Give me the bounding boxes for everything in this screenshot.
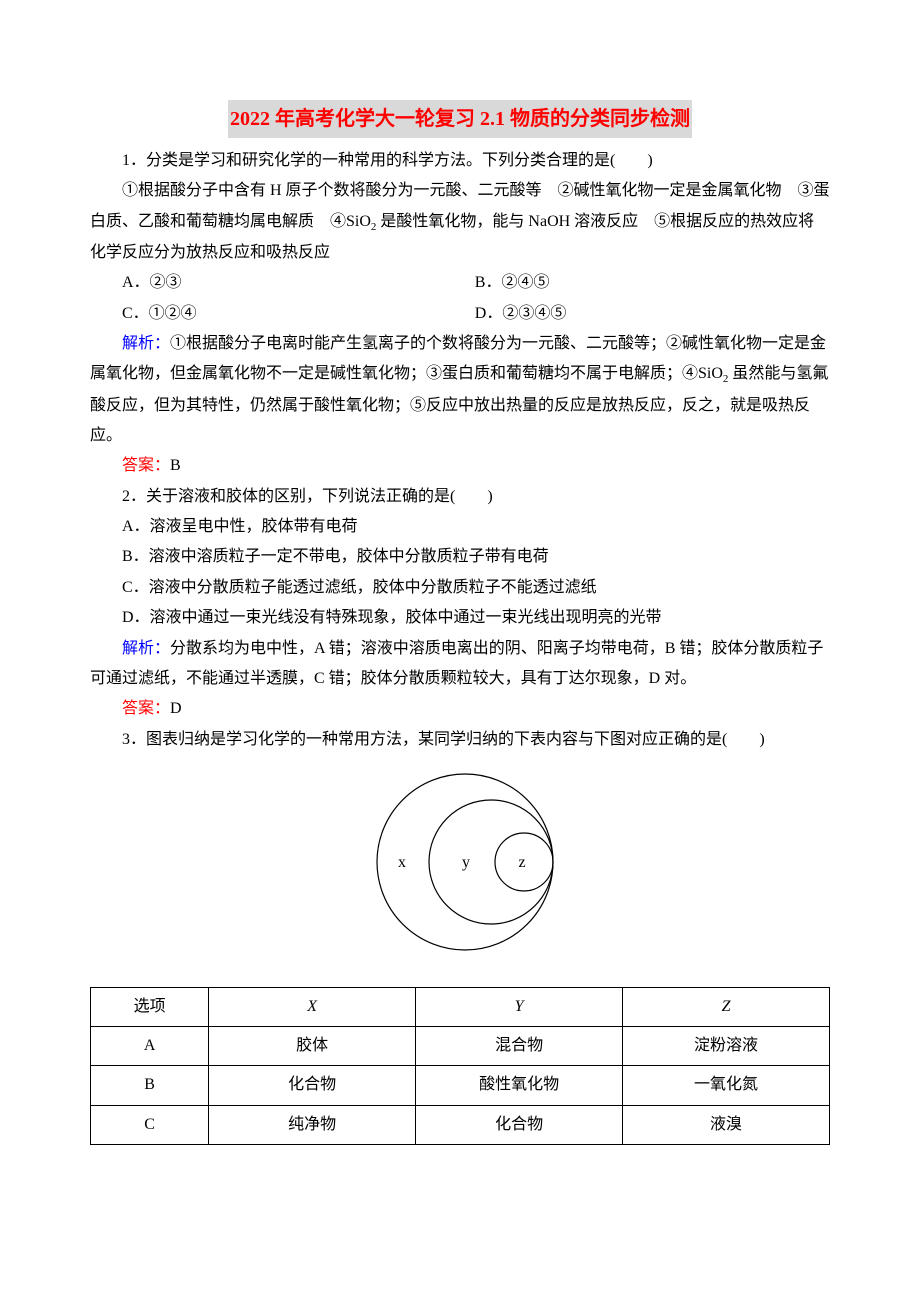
venn-diagram: x y z (90, 767, 830, 968)
q2-optA: A．溶液呈电中性，胶体带有电荷 (90, 512, 830, 542)
q2-analysis: 解析：分散系均为电中性，A 错；溶液中溶质电离出的阴、阳离子均带电荷，B 错；胶… (90, 634, 830, 695)
q2-optB: B．溶液中溶质粒子一定不带电，胶体中分散质粒子带有电荷 (90, 542, 830, 572)
q1-analysis: 解析：①根据酸分子电离时能产生氢离子的个数将酸分为一元酸、二元酸等；②碱性氧化物… (90, 329, 830, 451)
svg-text:x: x (398, 854, 406, 871)
table-row: B化合物酸性氧化物一氧化氮 (91, 1066, 830, 1105)
table-header-cell: Z (623, 987, 830, 1026)
q2-analysis-text: 分散系均为电中性，A 错；溶液中溶质电离出的阴、阳离子均带电荷，B 错；胶体分散… (90, 640, 823, 687)
table-cell: 纯净物 (209, 1105, 416, 1144)
table-cell: 液溴 (623, 1105, 830, 1144)
q1-stem: 1．分类是学习和研究化学的一种常用的科学方法。下列分类合理的是( ) (90, 146, 830, 176)
q1-opts-row1: A．②③ B．②④⑤ (90, 268, 830, 298)
table-cell: 混合物 (416, 1026, 623, 1065)
table-cell: 化合物 (209, 1066, 416, 1105)
analysis-label: 解析： (122, 335, 170, 352)
table-header-row: 选项XYZ (91, 987, 830, 1026)
q2-answer: 答案：D (90, 694, 830, 724)
table-cell: 一氧化氮 (623, 1066, 830, 1105)
q1-optC: C．①②④ (90, 299, 475, 329)
table-body: A胶体混合物淀粉溶液B化合物酸性氧化物一氧化氮C纯净物化合物液溴 (91, 1026, 830, 1144)
q2-answer-val: D (170, 700, 182, 717)
table-header-cell: Y (416, 987, 623, 1026)
q1-answer: 答案：B (90, 451, 830, 481)
q2-optD: D．溶液中通过一束光线没有特殊现象，胶体中通过一束光线出现明亮的光带 (90, 603, 830, 633)
q1-opts-row2: C．①②④ D．②③④⑤ (90, 299, 830, 329)
page-title: 2022 年高考化学大一轮复习 2.1 物质的分类同步检测 (228, 100, 692, 138)
table-cell: 酸性氧化物 (416, 1066, 623, 1105)
answer-label-2: 答案： (122, 700, 170, 717)
answer-label: 答案： (122, 457, 170, 474)
table-cell: A (91, 1026, 209, 1065)
q2-optC: C．溶液中分散质粒子能透过滤纸，胶体中分散质粒子不能透过滤纸 (90, 573, 830, 603)
table-cell: C (91, 1105, 209, 1144)
table-row: C纯净物化合物液溴 (91, 1105, 830, 1144)
q1-optD: D．②③④⑤ (475, 299, 830, 329)
table-row: A胶体混合物淀粉溶液 (91, 1026, 830, 1065)
q1-answer-val: B (170, 457, 181, 474)
table-cell: 淀粉溶液 (623, 1026, 830, 1065)
table-cell: 化合物 (416, 1105, 623, 1144)
table-cell: B (91, 1066, 209, 1105)
q1-optB: B．②④⑤ (475, 268, 830, 298)
q1-optA: A．②③ (90, 268, 475, 298)
q3-table: 选项XYZ A胶体混合物淀粉溶液B化合物酸性氧化物一氧化氮C纯净物化合物液溴 (90, 987, 830, 1146)
q3-stem: 3．图表归纳是学习化学的一种常用方法，某同学归纳的下表内容与下图对应正确的是( … (90, 725, 830, 755)
table-header-cell: 选项 (91, 987, 209, 1026)
svg-text:y: y (462, 854, 470, 871)
table-cell: 胶体 (209, 1026, 416, 1065)
venn-svg: x y z (340, 767, 580, 957)
page: 2022 年高考化学大一轮复习 2.1 物质的分类同步检测 1．分类是学习和研究… (0, 0, 920, 1302)
analysis-label-2: 解析： (122, 640, 170, 657)
q2-stem: 2．关于溶液和胶体的区别，下列说法正确的是( ) (90, 482, 830, 512)
q1-body: ①根据酸分子中含有 H 原子个数将酸分为一元酸、二元酸等 ②碱性氧化物一定是金属… (90, 176, 830, 268)
q1-analysis-pre: ①根据酸分子电离时能产生氢离子的个数将酸分为一元酸、二元酸等；②碱性氧化物一定是… (90, 335, 826, 382)
title-wrap: 2022 年高考化学大一轮复习 2.1 物质的分类同步检测 (90, 100, 830, 138)
table-header-cell: X (209, 987, 416, 1026)
svg-text:z: z (518, 854, 525, 871)
